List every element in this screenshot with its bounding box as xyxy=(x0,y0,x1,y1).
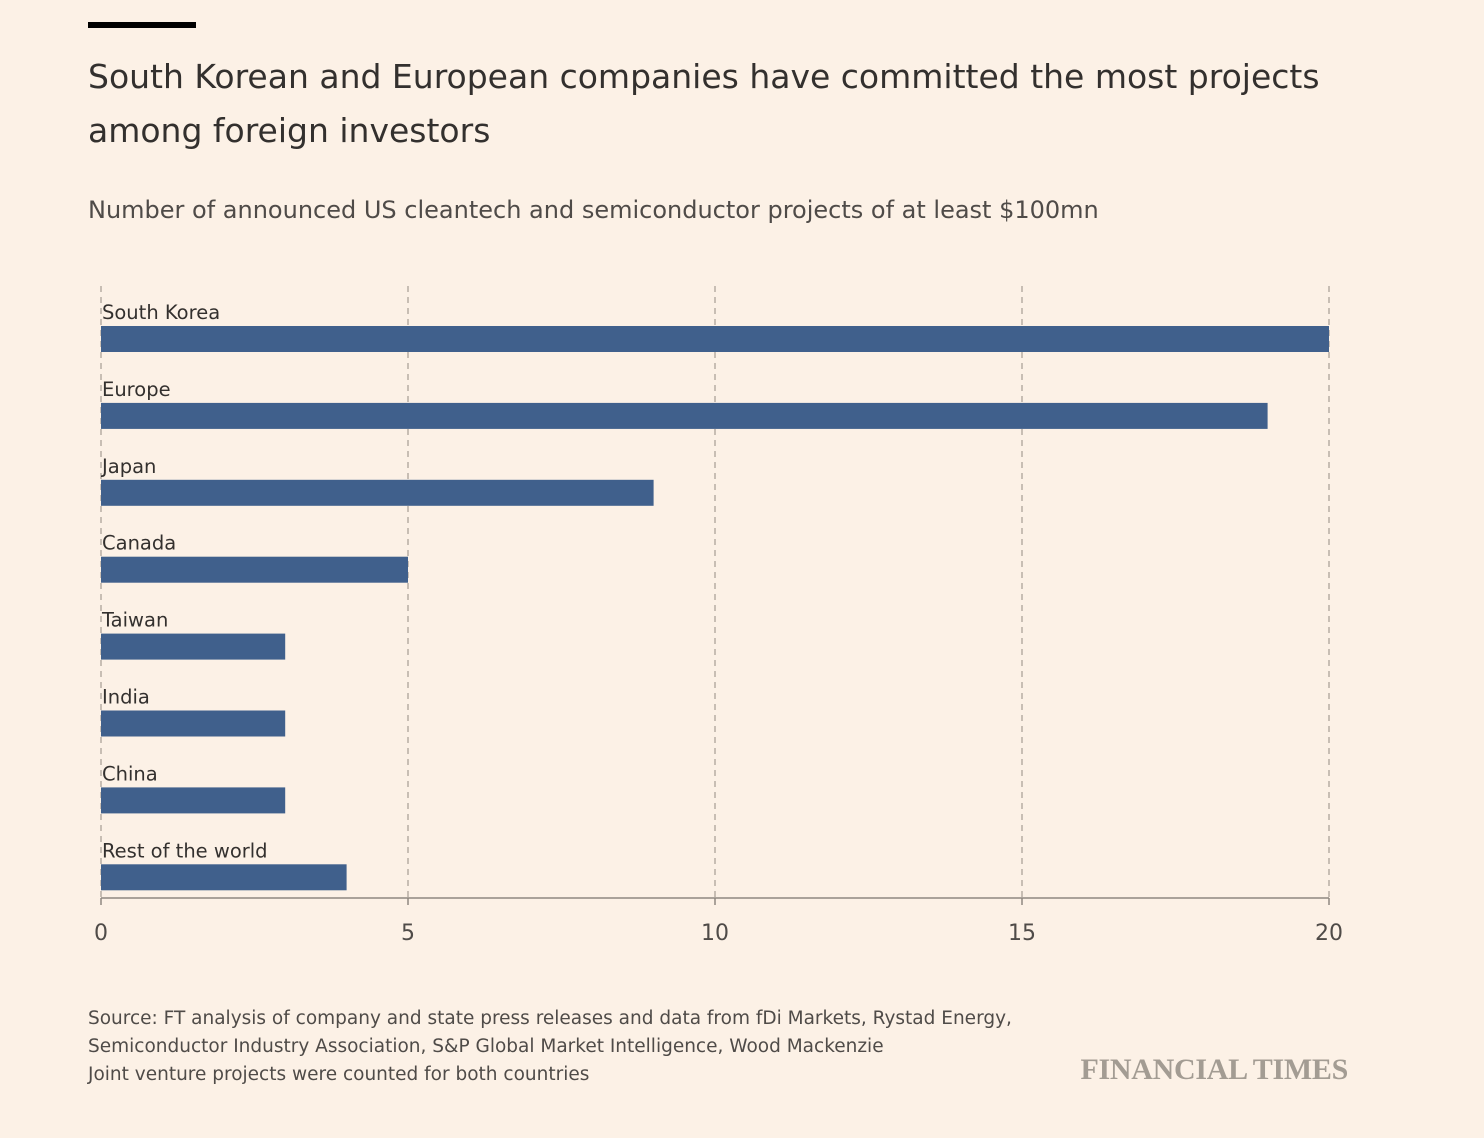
ft-logo: FINANCIAL TIMES xyxy=(1080,1053,1348,1086)
category-label: Europe xyxy=(102,378,171,401)
category-label: South Korea xyxy=(102,301,220,324)
x-axis: 0 5 10 15 20 xyxy=(94,897,1343,946)
methodology-note: Joint venture projects were counted for … xyxy=(88,1064,590,1085)
bar-rest-of-the-world xyxy=(101,864,347,891)
chart-subtitle: Number of announced US cleantech and sem… xyxy=(88,196,1099,224)
bar-south-korea xyxy=(101,326,1329,352)
category-label: Rest of the world xyxy=(102,839,268,862)
bars xyxy=(101,326,1329,891)
x-tick-label: 20 xyxy=(1315,921,1343,946)
category-label: India xyxy=(102,686,150,709)
category-label: Canada xyxy=(102,532,176,555)
category-label: Taiwan xyxy=(101,609,168,632)
bar-japan xyxy=(101,479,654,506)
category-label: China xyxy=(102,762,158,785)
x-tick-label: 10 xyxy=(701,921,729,946)
bar-china xyxy=(101,787,286,814)
bar-india xyxy=(101,710,286,737)
bar-canada xyxy=(101,556,408,583)
bar-chart: South Korea Europe Japan Canada Taiwan India C… xyxy=(94,286,1343,946)
category-labels: South Korea Europe Japan Canada Taiwan India C… xyxy=(100,301,268,862)
top-accent-rule xyxy=(88,22,196,28)
source-line-2: Semiconductor Industry Association, S&P … xyxy=(88,1036,884,1057)
x-tick-label: 5 xyxy=(401,921,415,946)
x-tick-label: 0 xyxy=(94,921,108,946)
bar-taiwan xyxy=(101,633,286,660)
chart-title: South Korean and European companies have… xyxy=(88,57,1320,150)
source-line-1: Source: FT analysis of company and state… xyxy=(88,1008,1012,1029)
category-label: Japan xyxy=(100,455,156,478)
x-tick-label: 15 xyxy=(1008,921,1036,946)
bar-europe xyxy=(101,402,1268,429)
footer-notes: Source: FT analysis of company and state… xyxy=(88,1005,1088,1089)
